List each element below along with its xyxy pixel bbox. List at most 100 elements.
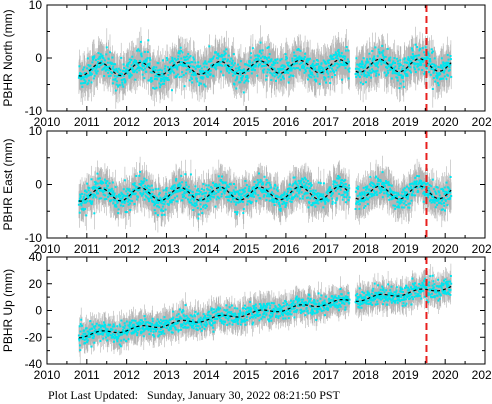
data-point — [391, 72, 394, 75]
data-point — [378, 292, 380, 295]
data-point — [386, 63, 388, 66]
data-point — [382, 189, 385, 192]
data-point — [193, 71, 196, 74]
data-point — [335, 56, 338, 59]
data-point — [280, 197, 283, 200]
data-point — [152, 201, 155, 204]
data-point — [310, 184, 313, 187]
data-point — [261, 191, 264, 194]
data-point — [318, 199, 321, 201]
data-point — [242, 69, 245, 72]
data-point — [166, 195, 169, 197]
data-point — [320, 62, 323, 65]
data-point — [374, 46, 377, 49]
data-point — [253, 304, 256, 307]
data-point — [90, 201, 93, 204]
data-point — [317, 69, 320, 71]
data-point — [357, 188, 359, 190]
data-point — [366, 203, 369, 206]
data-point — [221, 180, 224, 183]
data-point — [386, 69, 389, 72]
data-point — [155, 322, 158, 325]
data-point — [446, 285, 449, 288]
data-point — [98, 186, 101, 189]
data-point — [396, 76, 399, 79]
data-point — [82, 332, 85, 335]
data-point — [189, 198, 192, 201]
data-point — [315, 303, 317, 306]
data-point — [279, 314, 282, 317]
data-point — [180, 57, 183, 60]
data-point — [131, 319, 134, 322]
data-point — [428, 284, 431, 287]
data-point — [294, 59, 297, 62]
data-point — [89, 71, 91, 74]
data-point — [299, 68, 301, 71]
data-point — [174, 64, 177, 67]
data-point — [312, 60, 315, 63]
data-point — [291, 59, 294, 62]
data-point — [371, 58, 374, 61]
data-point — [97, 324, 100, 327]
data-point — [325, 81, 328, 84]
data-point — [276, 190, 279, 193]
data-point — [216, 318, 218, 320]
data-point — [262, 303, 265, 306]
data-point — [282, 67, 285, 70]
data-point — [290, 67, 293, 69]
x-tick-label: 2014 — [193, 368, 220, 382]
data-point — [341, 78, 343, 81]
data-point — [184, 323, 187, 326]
data-point — [237, 312, 240, 315]
data-point — [444, 199, 447, 202]
data-point — [203, 61, 206, 64]
data-point — [270, 312, 273, 315]
data-point — [166, 76, 169, 79]
data-point — [390, 198, 393, 201]
data-point — [291, 57, 294, 60]
data-point — [211, 324, 214, 327]
data-point — [135, 326, 138, 329]
data-point — [335, 199, 338, 202]
data-point — [183, 63, 186, 66]
data-point — [88, 65, 91, 68]
data-point — [372, 186, 375, 189]
data-point — [121, 197, 124, 200]
data-point — [117, 212, 120, 215]
data-point — [448, 69, 451, 72]
data-point — [403, 70, 406, 73]
data-point — [426, 51, 429, 54]
data-point — [193, 66, 196, 69]
data-point — [200, 208, 202, 211]
data-point — [133, 59, 136, 62]
data-point — [348, 184, 350, 187]
data-point — [432, 286, 435, 289]
data-point — [93, 194, 95, 197]
data-point — [210, 60, 213, 63]
x-tick-label: 2021 — [472, 242, 492, 256]
data-point — [216, 188, 219, 191]
data-point — [361, 302, 364, 305]
data-point — [184, 304, 187, 307]
data-point — [123, 200, 126, 203]
data-point — [128, 58, 131, 61]
data-point — [335, 53, 338, 55]
data-point — [412, 190, 415, 193]
data-point — [140, 194, 143, 197]
data-point — [435, 68, 437, 70]
data-point — [194, 74, 197, 77]
data-point — [427, 57, 430, 60]
data-point — [360, 63, 363, 66]
data-point — [434, 206, 437, 209]
data-point — [387, 283, 390, 286]
data-point — [409, 183, 412, 185]
data-point — [379, 189, 382, 192]
data-point — [242, 212, 245, 214]
data-point — [369, 71, 372, 74]
data-point — [397, 73, 400, 76]
data-point — [246, 64, 249, 67]
data-point — [113, 337, 116, 340]
data-point — [100, 332, 103, 335]
data-point — [313, 191, 316, 194]
data-point — [405, 204, 408, 206]
